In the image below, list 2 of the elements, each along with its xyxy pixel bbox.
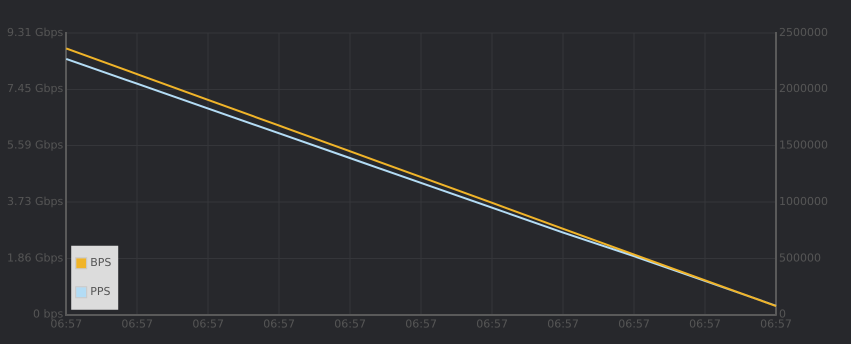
legend-label: BPS bbox=[90, 256, 112, 270]
legend-label: PPS bbox=[90, 285, 110, 298]
